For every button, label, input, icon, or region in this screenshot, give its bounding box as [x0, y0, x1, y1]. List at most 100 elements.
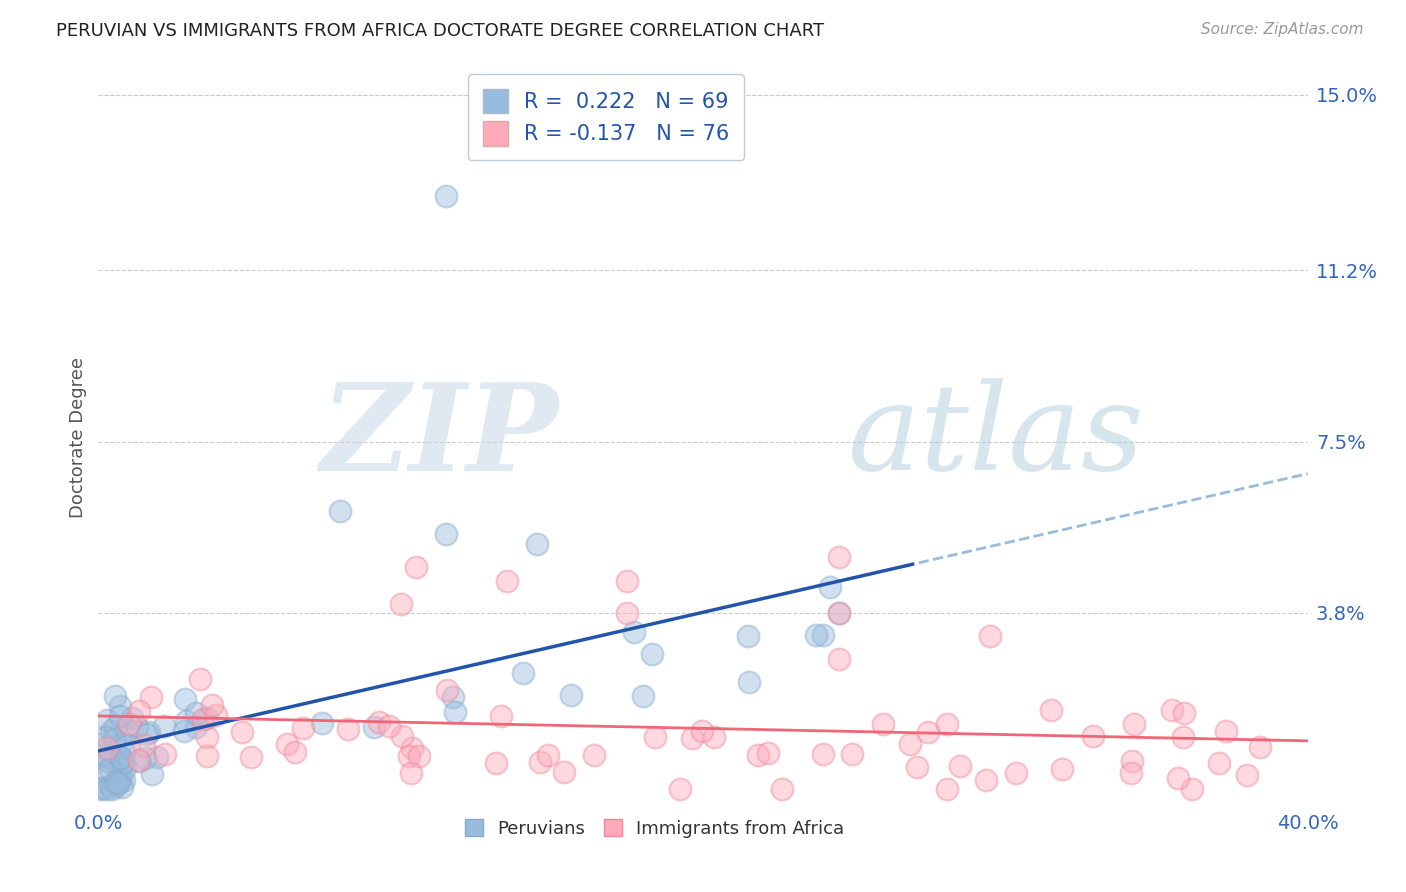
Point [1005, 765, 1028, 780]
Point [121, 711, 143, 725]
Point [284, 745, 307, 759]
Point [828, 606, 851, 620]
Point [436, 683, 458, 698]
Point [363, 720, 385, 734]
Point [935, 781, 957, 796]
Point [111, 759, 134, 773]
Point [118, 739, 141, 753]
Point [804, 628, 827, 642]
Legend: Peruvians, Immigrants from Africa: Peruvians, Immigrants from Africa [458, 813, 852, 845]
Point [110, 736, 132, 750]
Point [110, 709, 132, 723]
Point [526, 536, 548, 550]
Point [136, 727, 159, 741]
Point [193, 712, 215, 726]
Point [110, 772, 132, 786]
Point [401, 740, 423, 755]
Point [134, 750, 156, 764]
Point [747, 747, 769, 762]
Point [184, 720, 207, 734]
Text: PERUVIAN VS IMMIGRANTS FROM AFRICA DOCTORATE DEGREE CORRELATION CHART: PERUVIAN VS IMMIGRANTS FROM AFRICA DOCTO… [56, 22, 824, 40]
Point [146, 750, 169, 764]
Point [1249, 740, 1271, 755]
Point [669, 781, 692, 796]
Point [108, 772, 131, 786]
Point [434, 527, 457, 541]
Point [118, 717, 141, 731]
Point [94, 731, 117, 745]
Point [117, 723, 139, 737]
Point [512, 666, 534, 681]
Point [103, 753, 125, 767]
Point [1083, 729, 1105, 743]
Point [195, 748, 218, 763]
Point [96, 781, 118, 796]
Point [949, 758, 972, 772]
Point [1119, 766, 1142, 780]
Point [644, 730, 666, 744]
Point [128, 754, 150, 768]
Point [408, 749, 430, 764]
Point [1181, 781, 1204, 796]
Point [495, 574, 517, 588]
Point [537, 747, 560, 762]
Point [841, 747, 863, 761]
Point [631, 689, 654, 703]
Point [641, 647, 664, 661]
Point [97, 754, 120, 768]
Y-axis label: Doctorate Degree: Doctorate Degree [69, 357, 87, 517]
Point [770, 781, 793, 796]
Point [811, 747, 834, 761]
Point [90, 781, 112, 796]
Point [111, 756, 134, 770]
Point [231, 725, 253, 739]
Point [1121, 754, 1143, 768]
Point [195, 730, 218, 744]
Point [1160, 703, 1182, 717]
Point [378, 719, 401, 733]
Point [583, 747, 606, 762]
Point [1122, 717, 1144, 731]
Point [828, 550, 851, 565]
Point [553, 764, 575, 779]
Point [818, 580, 841, 594]
Point [368, 715, 391, 730]
Point [110, 749, 132, 764]
Text: ZIP: ZIP [319, 378, 558, 496]
Point [560, 688, 582, 702]
Point [96, 749, 118, 764]
Text: Source: ZipAtlas.com: Source: ZipAtlas.com [1201, 22, 1364, 37]
Point [139, 690, 162, 704]
Point [398, 749, 420, 764]
Point [389, 597, 412, 611]
Point [1052, 763, 1074, 777]
Point [128, 704, 150, 718]
Point [111, 780, 134, 794]
Point [93, 747, 115, 762]
Point [90, 737, 112, 751]
Point [104, 689, 127, 703]
Point [276, 737, 298, 751]
Point [127, 720, 149, 734]
Text: atlas: atlas [848, 378, 1144, 496]
Point [132, 738, 155, 752]
Point [100, 724, 122, 739]
Point [623, 625, 645, 640]
Point [738, 674, 761, 689]
Point [153, 719, 176, 733]
Point [101, 781, 124, 796]
Point [204, 707, 226, 722]
Point [1171, 730, 1194, 744]
Point [174, 691, 197, 706]
Point [155, 747, 177, 762]
Point [974, 772, 997, 787]
Point [114, 761, 136, 775]
Point [110, 698, 132, 713]
Point [391, 729, 413, 743]
Point [141, 767, 163, 781]
Point [311, 715, 333, 730]
Point [828, 652, 851, 666]
Point [1208, 756, 1230, 770]
Point [103, 731, 125, 746]
Point [616, 606, 638, 620]
